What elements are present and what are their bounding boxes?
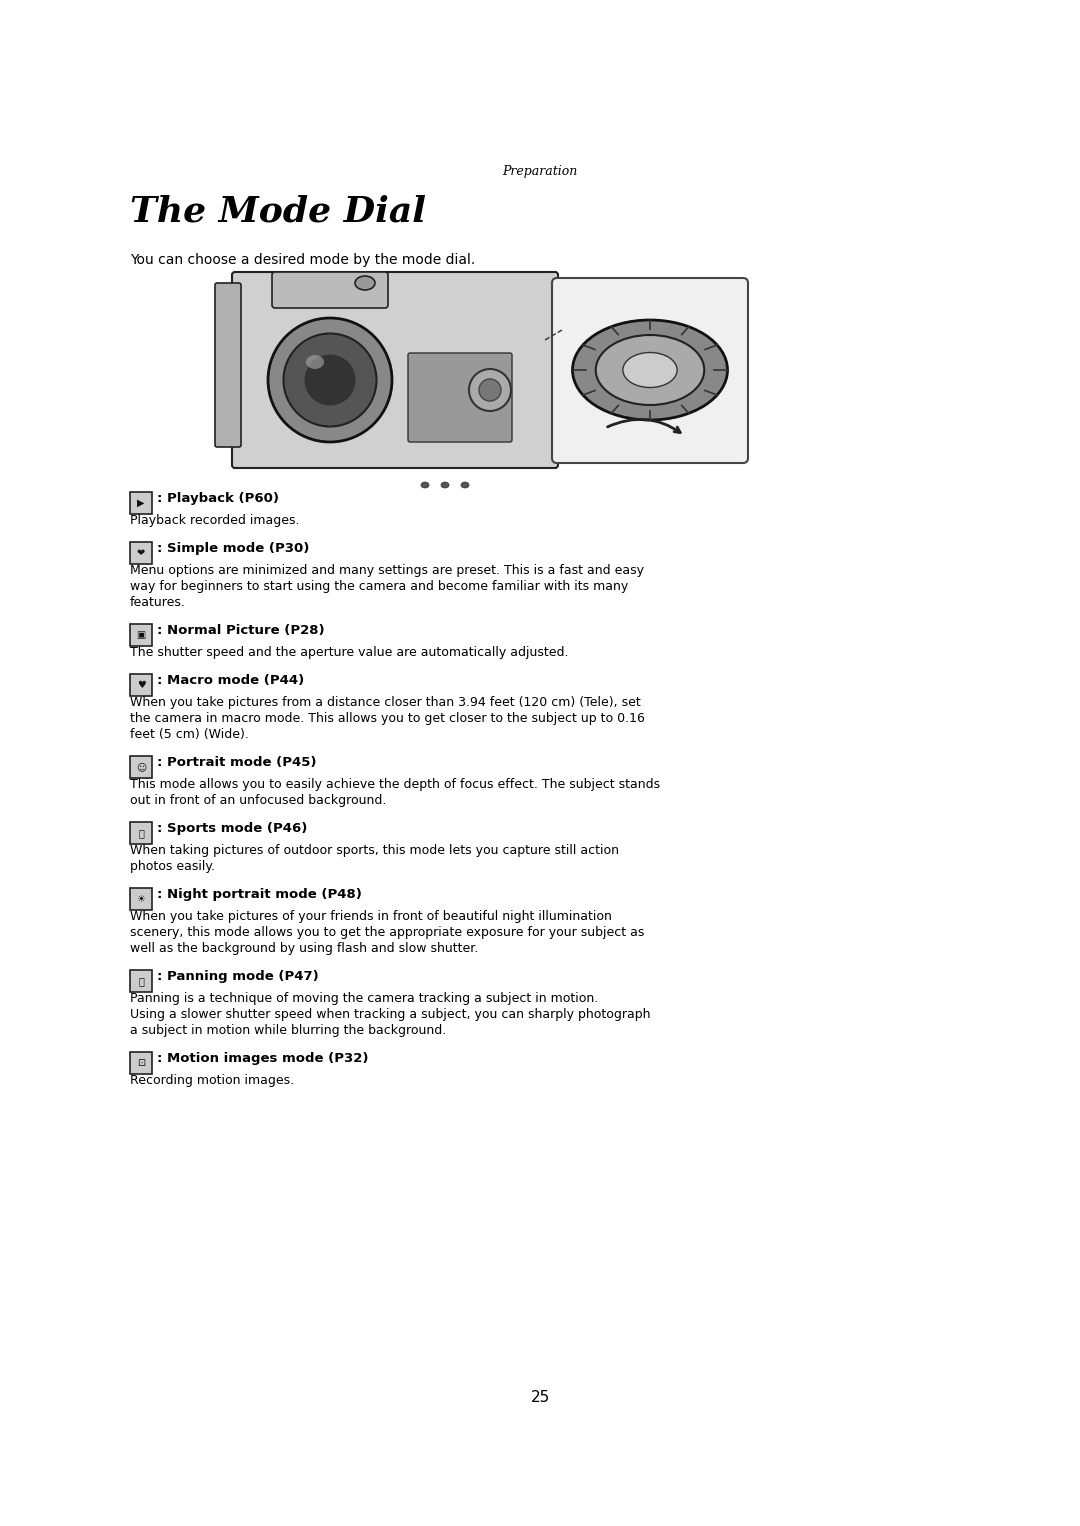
Ellipse shape xyxy=(572,320,728,420)
Text: When taking pictures of outdoor sports, this mode lets you capture still action: When taking pictures of outdoor sports, … xyxy=(130,844,619,858)
Text: ▶: ▶ xyxy=(137,497,145,508)
Ellipse shape xyxy=(596,336,704,404)
Text: : Sports mode (P46): : Sports mode (P46) xyxy=(157,823,308,835)
FancyBboxPatch shape xyxy=(215,282,241,447)
Text: Playback recorded images.: Playback recorded images. xyxy=(130,514,299,526)
Text: well as the background by using flash and slow shutter.: well as the background by using flash an… xyxy=(130,942,478,955)
Bar xyxy=(130,755,152,778)
Text: Panning is a technique of moving the camera tracking a subject in motion.: Panning is a technique of moving the cam… xyxy=(130,992,598,1006)
Bar xyxy=(130,823,152,844)
FancyBboxPatch shape xyxy=(232,272,558,468)
Text: Recording motion images.: Recording motion images. xyxy=(130,1074,294,1087)
Text: ▣: ▣ xyxy=(136,630,146,639)
Text: : Macro mode (P44): : Macro mode (P44) xyxy=(157,674,305,687)
Text: Preparation: Preparation xyxy=(502,165,578,179)
Text: ⛰: ⛰ xyxy=(138,977,144,986)
FancyBboxPatch shape xyxy=(272,272,388,308)
Text: feet (5 cm) (Wide).: feet (5 cm) (Wide). xyxy=(130,728,248,742)
Ellipse shape xyxy=(283,334,377,426)
Text: ❤: ❤ xyxy=(137,548,145,559)
FancyBboxPatch shape xyxy=(408,353,512,443)
Text: 25: 25 xyxy=(530,1390,550,1405)
Text: Using a slower shutter speed when tracking a subject, you can sharply photograph: Using a slower shutter speed when tracki… xyxy=(130,1009,650,1021)
Text: Menu options are minimized and many settings are preset. This is a fast and easy: Menu options are minimized and many sett… xyxy=(130,565,644,577)
Text: ⛹: ⛹ xyxy=(138,829,144,838)
Ellipse shape xyxy=(480,378,501,401)
FancyBboxPatch shape xyxy=(552,278,748,462)
Bar xyxy=(130,1051,152,1074)
Text: : Panning mode (P47): : Panning mode (P47) xyxy=(157,971,319,983)
Text: The shutter speed and the aperture value are automatically adjusted.: The shutter speed and the aperture value… xyxy=(130,645,568,659)
Ellipse shape xyxy=(441,482,449,488)
Text: ♥: ♥ xyxy=(137,681,146,690)
Text: : Playback (P60): : Playback (P60) xyxy=(157,491,279,505)
Ellipse shape xyxy=(306,356,355,404)
Text: ⊡: ⊡ xyxy=(137,1058,145,1068)
Text: : Normal Picture (P28): : Normal Picture (P28) xyxy=(157,624,325,636)
Bar xyxy=(130,624,152,645)
Ellipse shape xyxy=(306,356,324,369)
Text: : Portrait mode (P45): : Portrait mode (P45) xyxy=(157,755,316,769)
Text: When you take pictures of your friends in front of beautiful night illumination: When you take pictures of your friends i… xyxy=(130,909,612,923)
Text: The Mode Dial: The Mode Dial xyxy=(130,195,426,229)
Text: a subject in motion while blurring the background.: a subject in motion while blurring the b… xyxy=(130,1024,446,1038)
Bar xyxy=(130,888,152,909)
Ellipse shape xyxy=(469,369,511,410)
Bar xyxy=(130,971,152,992)
Text: the camera in macro mode. This allows you to get closer to the subject up to 0.1: the camera in macro mode. This allows yo… xyxy=(130,713,645,725)
Bar xyxy=(130,542,152,565)
Text: scenery, this mode allows you to get the appropriate exposure for your subject a: scenery, this mode allows you to get the… xyxy=(130,926,645,938)
Text: : Motion images mode (P32): : Motion images mode (P32) xyxy=(157,1051,368,1065)
Ellipse shape xyxy=(268,317,392,443)
Text: This mode allows you to easily achieve the depth of focus effect. The subject st: This mode allows you to easily achieve t… xyxy=(130,778,660,790)
Text: ☺: ☺ xyxy=(136,761,146,772)
Text: ☀: ☀ xyxy=(137,894,146,903)
Ellipse shape xyxy=(421,482,429,488)
Ellipse shape xyxy=(461,482,469,488)
Text: : Night portrait mode (P48): : Night portrait mode (P48) xyxy=(157,888,362,900)
Text: way for beginners to start using the camera and become familiar with its many: way for beginners to start using the cam… xyxy=(130,580,629,594)
Text: photos easily.: photos easily. xyxy=(130,861,215,873)
Text: features.: features. xyxy=(130,597,186,609)
Ellipse shape xyxy=(623,353,677,388)
Bar xyxy=(130,674,152,696)
Text: out in front of an unfocused background.: out in front of an unfocused background. xyxy=(130,794,387,807)
Text: : Simple mode (P30): : Simple mode (P30) xyxy=(157,542,309,555)
Ellipse shape xyxy=(355,276,375,290)
Text: When you take pictures from a distance closer than 3.94 feet (120 cm) (Tele), se: When you take pictures from a distance c… xyxy=(130,696,640,710)
Bar xyxy=(130,491,152,514)
Text: You can choose a desired mode by the mode dial.: You can choose a desired mode by the mod… xyxy=(130,253,475,267)
